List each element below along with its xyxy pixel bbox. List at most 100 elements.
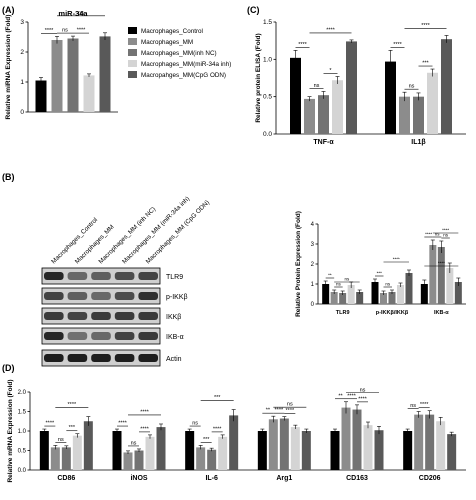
- bar: [39, 431, 49, 470]
- significance-label: ns: [385, 282, 391, 287]
- blot-band: [114, 354, 135, 362]
- blot-band: [67, 354, 88, 362]
- bar: [290, 57, 301, 135]
- bar: [72, 435, 82, 470]
- blot-band: [138, 354, 158, 362]
- y-tick-label: 2.0: [18, 390, 27, 396]
- bar: [257, 431, 267, 470]
- significance-label: ns: [435, 232, 441, 237]
- bar: [318, 95, 329, 134]
- significance-label: ns: [345, 277, 351, 282]
- bar: [99, 36, 111, 112]
- bar: [385, 61, 396, 134]
- significance-label: ns: [443, 233, 449, 238]
- chart-b: 0 1 2 3 4 Relative Protein Expression (Fold) *…: [295, 211, 466, 317]
- bar: [330, 292, 338, 304]
- bar: [363, 425, 373, 470]
- bar: [61, 447, 71, 470]
- blot-band: [91, 292, 111, 300]
- bar: [414, 414, 424, 470]
- bar: [437, 247, 445, 304]
- bar: [447, 434, 457, 470]
- significance-label: ****: [347, 393, 356, 399]
- bar: [420, 284, 428, 304]
- bar: [352, 409, 362, 470]
- blot-band: [114, 292, 135, 300]
- panel-label-b: (B): [2, 172, 15, 182]
- bar: [388, 292, 396, 304]
- y-tick-label: 1: [20, 79, 24, 86]
- bar: [185, 431, 195, 470]
- bar: [436, 421, 446, 470]
- y-tick-label: 1.5: [18, 410, 27, 416]
- blot-row-label: p-IKKβ: [166, 294, 188, 301]
- bar: [374, 430, 384, 470]
- significance-label: ns: [409, 84, 415, 90]
- bar: [425, 414, 435, 470]
- blot-band: [138, 332, 158, 340]
- legend-swatch: [128, 27, 137, 34]
- y-tick-label: 3: [311, 242, 315, 248]
- bar: [268, 419, 278, 470]
- bar: [50, 447, 60, 470]
- legend-swatch: [128, 71, 137, 78]
- significance-label: ****: [298, 42, 307, 48]
- blot-band: [138, 312, 158, 320]
- significance-label: ns: [78, 10, 84, 16]
- significance-label: ns: [410, 403, 416, 409]
- bar: [427, 72, 438, 134]
- significance-label: ****: [358, 396, 367, 402]
- legend-swatch: [128, 60, 137, 67]
- legend-swatch: [128, 49, 137, 56]
- significance-label: ns: [192, 421, 198, 427]
- blot-row-label: TLR9: [166, 274, 183, 281]
- y-tick-label: 0: [20, 109, 24, 116]
- significance-label: ****: [393, 42, 402, 48]
- blot-band: [44, 292, 64, 300]
- bar: [67, 38, 79, 112]
- significance-label: ***: [214, 395, 221, 401]
- bar: [51, 40, 63, 112]
- significance-label: ns: [58, 437, 64, 443]
- y-tick-label: 0.5: [18, 449, 27, 455]
- blot-row-label: Actin: [166, 356, 182, 363]
- bar: [339, 293, 347, 304]
- y-axis-label: Relative miRNA Expression (Fold): [5, 15, 12, 120]
- blot-band: [67, 312, 88, 320]
- significance-label: ****: [275, 408, 284, 414]
- bar: [413, 96, 424, 134]
- category-label: CD206: [419, 475, 441, 482]
- legend-swatch: [128, 38, 137, 45]
- blot-band: [114, 272, 135, 280]
- significance-label: ***: [203, 437, 210, 443]
- significance-label: ****: [425, 232, 432, 237]
- y-tick-label: 2: [20, 49, 24, 56]
- significance-label: ****: [140, 409, 149, 415]
- significance-label: ns: [287, 402, 293, 408]
- y-tick-label: 2: [311, 262, 315, 268]
- panel-label-d: (D): [2, 363, 15, 373]
- y-tick-label: 0: [311, 302, 315, 308]
- blot-band: [67, 292, 88, 300]
- bar: [399, 96, 410, 134]
- bar: [83, 421, 93, 470]
- significance-label: ns: [336, 282, 342, 287]
- bar: [454, 282, 462, 304]
- bar: [207, 449, 217, 470]
- y-tick-label: 1.5: [263, 19, 272, 26]
- bar: [218, 436, 228, 470]
- significance-label: ****: [438, 261, 445, 266]
- bar: [429, 245, 437, 304]
- bar: [229, 415, 239, 470]
- significance-label: ns: [360, 387, 366, 393]
- bar: [380, 293, 387, 304]
- y-tick-label: 0.5: [263, 94, 272, 101]
- blot-band: [138, 292, 158, 300]
- bar: [322, 284, 330, 304]
- blot-band: [44, 332, 64, 340]
- category-label: CD163: [346, 475, 368, 482]
- y-tick-label: 0.0: [18, 468, 27, 474]
- bar: [356, 292, 364, 304]
- y-axis-label: Relative Protein Expression (Fold): [295, 211, 302, 317]
